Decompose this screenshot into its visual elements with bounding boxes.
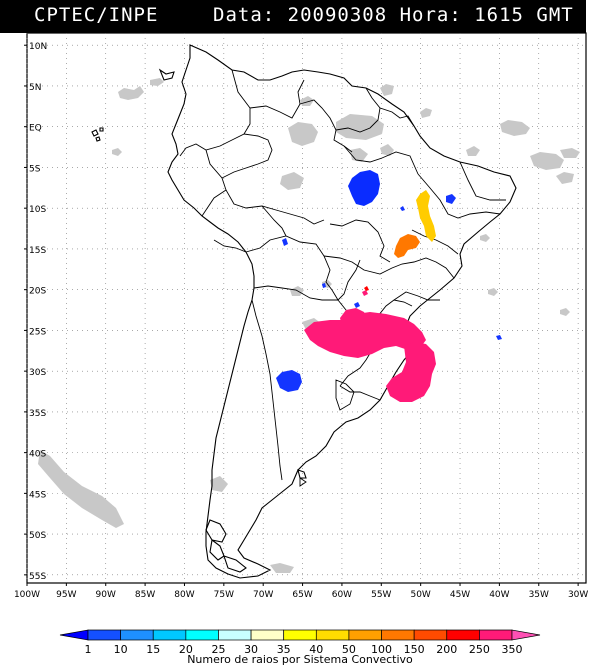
lat-label: 10N [29,42,47,52]
legend-swatch [250,629,285,641]
legend-tick-label: 200 [436,643,457,656]
legend-swatch [381,629,415,641]
legend-tick-label: 20 [179,643,193,656]
legend-swatch [315,629,350,641]
system-parana [304,312,426,358]
legend-tick-label: 100 [371,643,392,656]
agency-label: CPTEC/INPE [34,4,159,26]
lon-label: 85W [135,590,155,600]
country-borders [179,69,506,487]
lon-label: 50W [410,590,430,600]
legend-swatch [348,629,382,641]
system-chaco [276,370,302,392]
legend-swatch [446,629,480,641]
system-tocantins [416,190,436,242]
legend-tick-label: 30 [244,643,258,656]
lat-label: 5N [29,83,41,93]
lat-label: 40S [29,450,46,460]
legend-swatch [120,629,154,641]
system-small-blue2 [446,194,456,204]
lon-label: 90W [96,590,116,600]
legend-swatch [511,629,541,641]
system-small-red [362,290,368,296]
legend-swatch [218,629,252,641]
legend-tick-label: 40 [309,643,323,656]
legend-caption: Numero de raios por Sistema Convectivo [187,653,413,666]
legend-tick-label: 150 [404,643,425,656]
system-amazon [348,170,380,206]
lon-label: 45W [450,590,470,600]
legend-swatch [283,629,317,641]
legend-swatch [479,629,513,641]
lon-label: 35W [529,590,549,600]
system-small-blue4 [496,335,502,340]
legend-tick-label: 50 [342,643,356,656]
legend-swatch [152,629,187,641]
legend-tick-label: 350 [502,643,523,656]
axis-labels: 10N 5N EQ 5S 10S 15S 20S 25S 30S 35S 40S 45S 50S 55S 1… [14,42,588,600]
lat-label: 25S [29,327,46,337]
system-parana-north [340,308,368,328]
lat-label: 20S [29,287,46,297]
system-small-blue1 [282,238,288,246]
legend-tick-label: 25 [211,643,225,656]
color-legend: 1 10 15 20 25 30 35 40 50 100 150 200 250 350 [59,629,541,656]
lat-label: 5S [29,164,41,174]
system-small-blue6 [354,302,360,308]
legend-tick-label: 10 [114,643,128,656]
legend-swatch [413,629,448,641]
lat-label: 45S [29,490,46,500]
lat-label: 35S [29,409,46,419]
lon-label: 95W [56,590,76,600]
lon-label: 70W [253,590,273,600]
convective-systems [276,170,502,402]
lat-label: 55S [29,572,46,582]
legend-tick-label: 1 [85,643,92,656]
lon-label: 80W [174,590,194,600]
system-rio-grande [386,342,436,402]
lat-label: EQ [29,124,42,134]
datetime-label: Data: 20090308 Hora: 1615 GMT [213,4,574,26]
lat-label: 15S [29,246,46,256]
system-goias [394,234,420,258]
legend-swatch [59,629,89,641]
legend-tick-label: 250 [469,643,490,656]
lon-label: 75W [214,590,234,600]
legend-tick-label: 35 [277,643,291,656]
lat-lon-grid [26,33,586,583]
cloud-cover [38,78,580,573]
lat-label: 10S [29,205,46,215]
lon-label: 65W [292,590,312,600]
lon-label: 30W [568,590,588,600]
system-small-blue5 [322,283,326,288]
lat-label: 30S [29,368,46,378]
system-small-red2 [364,286,369,291]
title-bar: CPTEC/INPE Data: 20090308 Hora: 1615 GMT [0,0,586,33]
map-frame [26,32,587,584]
legend-swatch [185,629,219,641]
lon-label: 55W [371,590,391,600]
system-small-blue3 [400,206,405,211]
coastline [91,44,517,579]
lon-label: 60W [332,590,352,600]
lon-label: 100W [14,590,40,600]
lat-label: 50S [29,531,46,541]
lon-label: 40W [489,590,509,600]
legend-swatch [87,629,121,641]
legend-tick-label: 15 [146,643,160,656]
map-panel: 10N 5N EQ 5S 10S 15S 20S 25S 30S 35S 40S 45S 50S 55S 1… [14,32,588,600]
